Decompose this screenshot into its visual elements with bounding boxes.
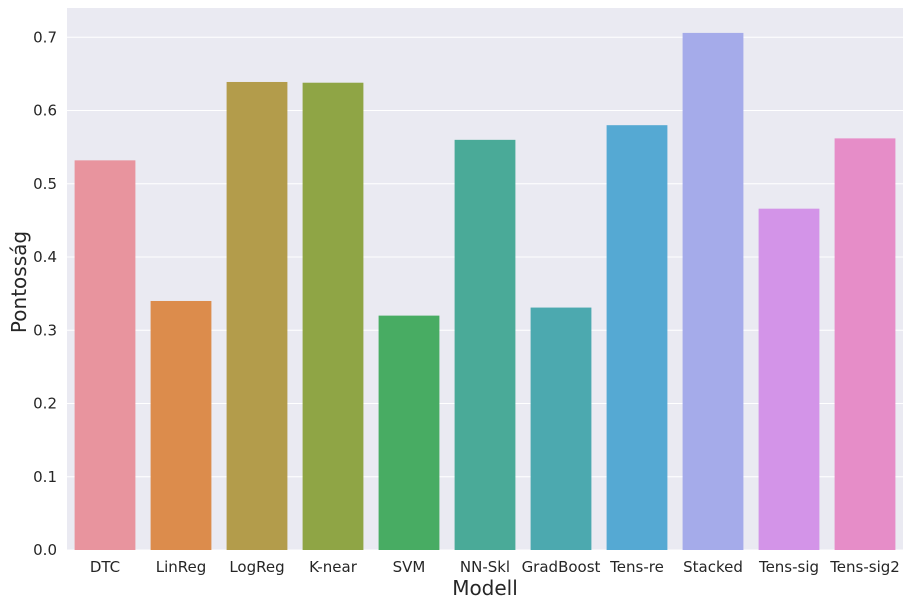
x-tick-label: LinReg — [156, 558, 207, 576]
bar — [226, 81, 288, 550]
x-tick-label: Tens-sig — [758, 558, 819, 576]
y-tick-labels: 0.0 0.1 0.2 0.3 0.4 0.5 0.6 0.7 — [33, 28, 57, 559]
bar — [74, 160, 136, 550]
bar — [606, 125, 668, 551]
x-tick-label: DTC — [90, 558, 120, 576]
x-tick-label: Tens-sig2 — [829, 558, 900, 576]
x-tick-label: LogReg — [229, 558, 284, 576]
x-tick-label: NN-Skl — [460, 558, 510, 576]
y-tick-label: 0.0 — [33, 541, 57, 559]
y-tick-label: 0.1 — [33, 468, 57, 486]
y-tick-label: 0.6 — [33, 102, 57, 120]
x-tick-label: Tens-re — [609, 558, 664, 576]
y-axis-label: Pontosság — [7, 231, 31, 333]
y-tick-label: 0.2 — [33, 395, 57, 413]
y-tick-label: 0.3 — [33, 321, 57, 339]
x-tick-label: SVM — [393, 558, 426, 576]
bar — [302, 82, 364, 551]
x-tick-label: K-near — [309, 558, 358, 576]
x-tick-label: GradBoost — [522, 558, 601, 576]
bar — [378, 315, 440, 550]
x-tick-labels: DTC LinReg LogReg K-near SVM NN-Skl GradBoost T… — [90, 558, 900, 576]
x-axis-label: Modell — [452, 576, 518, 600]
y-tick-label: 0.5 — [33, 175, 57, 193]
x-tick-label: Stacked — [683, 558, 743, 576]
bar — [454, 139, 516, 551]
bar — [682, 32, 744, 550]
bar — [758, 208, 820, 550]
bar — [530, 307, 592, 550]
y-tick-label: 0.7 — [33, 28, 57, 46]
bar — [150, 300, 212, 550]
bar — [834, 138, 896, 550]
y-tick-label: 0.4 — [33, 248, 57, 266]
bars — [74, 32, 896, 551]
